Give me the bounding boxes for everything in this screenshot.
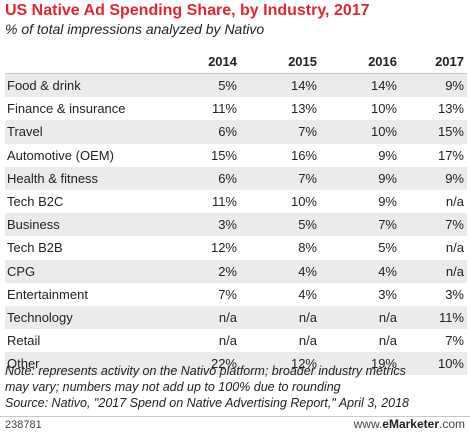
value-cell: 11%: [438, 309, 464, 325]
column-header: 2016: [368, 53, 397, 69]
row-label: Finance & insurance: [7, 101, 126, 117]
value-cell: 15%: [437, 124, 464, 140]
value-cell: 13%: [290, 101, 317, 117]
value-cell: 9%: [378, 170, 397, 186]
value-cell: 7%: [218, 286, 237, 302]
value-cell: n/a: [378, 333, 397, 349]
value-cell: 2%: [218, 263, 237, 279]
table-row: Travel 6% 7% 10% 15%: [5, 120, 467, 144]
value-cell: 14%: [290, 78, 317, 94]
value-cell: n/a: [298, 333, 317, 349]
value-cell: n/a: [445, 263, 464, 279]
value-cell: 10%: [370, 124, 397, 140]
brand-name: eMarketer: [382, 417, 439, 431]
value-cell: 5%: [298, 217, 317, 233]
value-cell: n/a: [218, 309, 237, 325]
data-table: 2014 2015 2016 2017 Food & drink 5% 14% 14%…: [5, 49, 467, 376]
row-label: Entertainment: [7, 286, 88, 302]
value-cell: 7%: [445, 217, 464, 233]
table-row: Finance & insurance 11% 13% 10% 13%: [5, 97, 467, 121]
value-cell: 4%: [378, 263, 397, 279]
value-cell: 9%: [378, 147, 397, 163]
brand-logo: www.eMarketer.com: [354, 417, 465, 431]
table-row: Tech B2C 11% 10% 9% n/a: [5, 189, 467, 214]
column-header: 2014: [208, 53, 237, 69]
brand-suffix: .com: [438, 417, 465, 431]
column-header: 2017: [435, 53, 464, 69]
value-cell: 7%: [298, 124, 317, 140]
table-body: Food & drink 5% 14% 14% 9% Finance & insuranc…: [5, 74, 467, 376]
value-cell: 17%: [437, 147, 464, 163]
column-header: 2015: [288, 53, 317, 69]
value-cell: 15%: [210, 147, 237, 163]
value-cell: 12%: [290, 356, 317, 372]
chart-notes: Note: represents activity on the Nativo …: [5, 363, 467, 411]
brand-prefix: www.: [353, 417, 383, 431]
note-line: may vary; numbers may not add up to 100%…: [5, 380, 341, 394]
value-cell: 9%: [445, 78, 464, 94]
table-row: Food & drink 5% 14% 14% 9%: [5, 74, 467, 98]
table-row: Other 22% 12% 19% 10%: [5, 352, 467, 376]
value-cell: n/a: [445, 240, 464, 256]
value-cell: 4%: [298, 263, 317, 279]
row-label: Automotive (OEM): [7, 147, 114, 163]
row-label: Retail: [7, 333, 41, 349]
value-cell: 7%: [378, 217, 397, 233]
value-cell: 22%: [210, 356, 237, 372]
row-label: Other: [7, 356, 40, 372]
footer-divider: [0, 416, 470, 417]
value-cell: 5%: [218, 78, 237, 94]
table-row: Tech B2B 12% 8% 5% n/a: [5, 236, 467, 260]
value-cell: 14%: [370, 78, 397, 94]
chart-title: US Native Ad Spending Share, by Industry…: [5, 2, 370, 19]
value-cell: 12%: [210, 240, 237, 256]
note-line: Note: represents activity on the Nativo …: [5, 364, 406, 378]
value-cell: 4%: [298, 286, 317, 302]
row-label: Tech B2C: [7, 194, 64, 210]
chart-subtitle: % of total impressions analyzed by Nativ…: [5, 21, 265, 37]
table-row: Business 3% 5% 7% 7%: [5, 213, 467, 237]
value-cell: 10%: [370, 101, 397, 117]
value-cell: 9%: [378, 194, 397, 210]
table-row: CPG 2% 4% 4% n/a: [5, 259, 467, 283]
row-label: CPG: [7, 263, 36, 279]
row-label: Food & drink: [7, 78, 81, 94]
value-cell: 3%: [445, 286, 464, 302]
value-cell: 10%: [437, 356, 464, 372]
value-cell: 6%: [218, 124, 237, 140]
row-label: Travel: [7, 124, 43, 140]
table-row: Health & fitness 6% 7% 9% 9%: [5, 166, 467, 190]
row-label: Tech B2B: [7, 240, 63, 256]
value-cell: n/a: [445, 194, 464, 210]
value-cell: n/a: [378, 309, 397, 325]
value-cell: 5%: [378, 240, 397, 256]
value-cell: 19%: [370, 356, 397, 372]
value-cell: n/a: [298, 309, 317, 325]
source-line: Source: Nativo, "2017 Spend on Native Ad…: [5, 396, 410, 410]
table-row: Technology n/a n/a n/a 11%: [5, 305, 467, 330]
value-cell: 9%: [445, 170, 464, 186]
row-label: Health & fitness: [7, 170, 99, 186]
value-cell: 3%: [218, 217, 237, 233]
row-label: Business: [7, 217, 60, 233]
value-cell: 11%: [211, 101, 237, 117]
table-row: Entertainment 7% 4% 3% 3%: [5, 282, 467, 306]
value-cell: 8%: [298, 240, 317, 256]
row-label: Technology: [7, 309, 73, 325]
value-cell: 3%: [378, 286, 397, 302]
value-cell: 7%: [298, 170, 317, 186]
table-row: Retail n/a n/a n/a 7%: [5, 329, 467, 353]
value-cell: 16%: [290, 147, 317, 163]
value-cell: n/a: [218, 333, 237, 349]
value-cell: 13%: [437, 101, 464, 117]
table-row: Automotive (OEM) 15% 16% 9% 17%: [5, 143, 467, 167]
chart-id: 238781: [5, 419, 42, 431]
value-cell: 7%: [445, 333, 464, 349]
table-header-row: 2014 2015 2016 2017: [5, 49, 467, 74]
value-cell: 10%: [290, 194, 317, 210]
value-cell: 11%: [211, 194, 237, 210]
value-cell: 6%: [218, 170, 237, 186]
